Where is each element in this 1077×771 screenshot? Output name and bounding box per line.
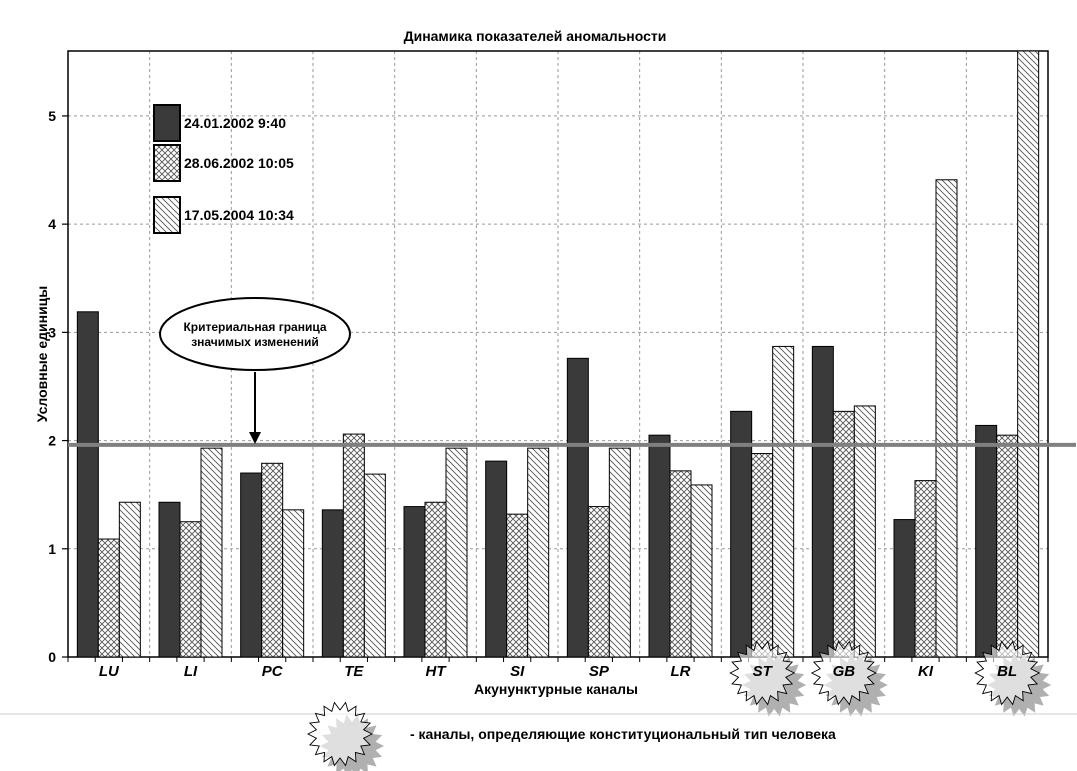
- bar-st-series-1: [730, 410, 753, 658]
- bar-te-series-3: [363, 473, 386, 658]
- callout-line-2: значимых изменений: [191, 335, 319, 349]
- bar-ki-series-1: [893, 519, 916, 658]
- y-axis-ticks: 0 1 2 3 4 5: [48, 108, 1049, 665]
- bar-lr-series-1: [648, 434, 671, 658]
- constitutional-star-bl: [974, 640, 1052, 717]
- constitutional-star-gb: [810, 640, 888, 717]
- y-tick-label: 0: [48, 649, 56, 665]
- legend: 24.01.2002 9:40 28.06.2002 10:05 17.05.200…: [153, 104, 294, 234]
- bar-ht-series-1: [403, 506, 426, 658]
- bar-ki-series-2: [914, 480, 937, 658]
- chart-title: Динамика показателей аномальности: [404, 28, 667, 44]
- footnote-text: - каналы, определяющие конституциональны…: [410, 726, 836, 742]
- bar-li-series-3: [200, 447, 223, 658]
- star-outline: [974, 640, 1041, 706]
- bar-sp-series-1: [566, 357, 589, 658]
- bar-lu-series-2: [97, 538, 120, 658]
- constitutional-star-st: [729, 640, 807, 717]
- bar-ht-series-3: [445, 447, 468, 658]
- bar-pc-series-2: [261, 462, 284, 658]
- bar-te-series-1: [321, 509, 344, 658]
- callout-arrow-head: [249, 432, 261, 444]
- x-tick-label-lr: LR: [671, 663, 691, 680]
- bar-bl-series-2: [996, 434, 1019, 658]
- star-outline: [810, 640, 877, 706]
- x-axis-label: Акунунктурные каналы: [474, 681, 638, 697]
- bar-lr-series-3: [690, 484, 713, 658]
- y-tick-label: 3: [48, 324, 56, 340]
- bar-li-series-1: [158, 501, 181, 658]
- x-tick-label-ki: KI: [918, 663, 934, 680]
- constitutional-markers: [729, 640, 1052, 717]
- bar-si-series-1: [485, 460, 508, 658]
- bar-ht-series-2: [424, 501, 447, 658]
- bar-bl-series-3: [1017, 50, 1040, 658]
- bar-li-series-2: [179, 521, 202, 658]
- footnote-star: [306, 701, 384, 771]
- y-axis-label: Условные единицы: [34, 286, 50, 422]
- callout-ellipse: [159, 297, 351, 371]
- x-tick-label-sp: SP: [589, 663, 610, 680]
- bar-te-series-2: [342, 433, 365, 658]
- legend-swatch-1: [153, 104, 181, 142]
- bar-pc-series-1: [240, 472, 263, 658]
- threshold-callout: Критериальная граница значимых изменений: [159, 297, 351, 444]
- star-outline: [306, 701, 374, 767]
- x-tick-label-si: SI: [510, 663, 525, 680]
- bar-sp-series-3: [608, 447, 631, 658]
- footnote-star-icon: [306, 701, 384, 771]
- legend-label-3: 17.05.2004 10:34: [184, 207, 294, 223]
- y-tick-label: 1: [48, 541, 56, 557]
- y-tick-label: 5: [48, 108, 56, 124]
- bar-st-series-2: [751, 453, 774, 658]
- x-tick-label-bl: BL: [997, 663, 1017, 680]
- bar-bl-series-1: [975, 424, 998, 658]
- legend-swatch-3: [153, 196, 181, 234]
- bar-lr-series-2: [669, 470, 692, 658]
- bar-st-series-3: [772, 345, 795, 658]
- callout-line-1: Критериальная граница: [183, 320, 326, 334]
- x-tick-label-lu: LU: [99, 663, 120, 680]
- legend-label-1: 24.01.2002 9:40: [184, 115, 286, 131]
- bar-gb-series-2: [832, 410, 855, 658]
- star-outline: [729, 640, 796, 706]
- bar-gb-series-1: [811, 345, 834, 658]
- bar-lu-series-1: [76, 311, 99, 658]
- bar-sp-series-2: [587, 506, 610, 658]
- x-tick-label-te: TE: [344, 663, 364, 680]
- legend-label-2: 28.06.2002 10:05: [184, 155, 294, 171]
- x-axis-tick-labels: LU LI PC TE HT SI SP LR ST GB KI BL: [99, 663, 1017, 680]
- x-tick-label-pc: PC: [262, 663, 284, 680]
- x-tick-label-ht: HT: [426, 663, 448, 680]
- y-tick-label: 2: [48, 433, 56, 449]
- legend-swatch-2: [153, 144, 181, 182]
- x-tick-label-gb: GB: [833, 663, 856, 680]
- y-tick-label: 4: [48, 216, 56, 232]
- bar-si-series-3: [527, 447, 550, 658]
- x-tick-label-li: LI: [184, 663, 198, 680]
- bar-lu-series-3: [118, 501, 141, 658]
- bar-ki-series-3: [935, 179, 958, 658]
- x-tick-label-st: ST: [753, 663, 774, 680]
- bar-si-series-2: [506, 513, 529, 658]
- bar-pc-series-3: [282, 509, 305, 658]
